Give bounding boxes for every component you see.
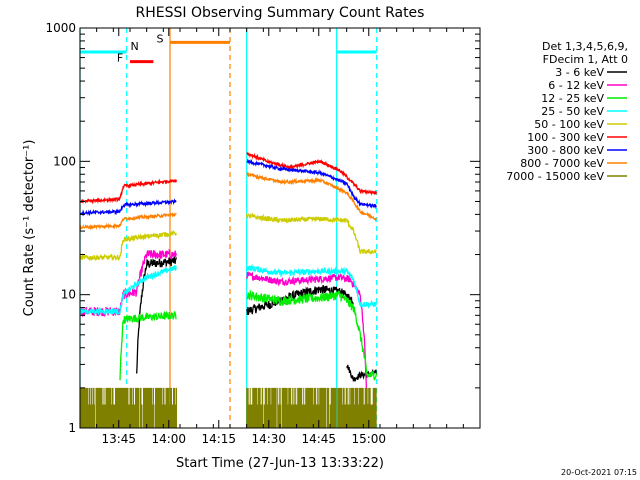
axis-ticks: 13:45 14:00 14:15 14:30 14:45 15:00 1 10 100 1000 — [45, 21, 481, 446]
x-tick-label: 15:00 — [351, 432, 386, 446]
legend-entry-label: 7000 - 15000 keV — [506, 170, 604, 183]
plot-frame — [79, 27, 481, 429]
series-line — [246, 158, 377, 210]
flag-label: S — [157, 32, 164, 45]
series-line — [79, 212, 177, 231]
y-tick-label: 10 — [61, 288, 76, 302]
series-line — [246, 285, 354, 316]
legend-header: Det 1,3,4,5,6,9, — [542, 40, 628, 53]
x-axis-label: Start Time (27-Jun-13 13:33:22) — [176, 456, 384, 471]
series-line — [79, 265, 177, 317]
x-tick-label: 13:45 — [101, 432, 136, 446]
series-line — [79, 178, 178, 205]
series-line — [79, 230, 178, 262]
series-7000-15000keV — [246, 387, 377, 428]
x-tick-label: 14:45 — [301, 432, 336, 446]
series-7000-15000keV — [79, 387, 177, 428]
flag-label: N — [131, 40, 139, 53]
flag-label: F — [117, 52, 123, 65]
legend-header: FDecim 1, Att 0 — [543, 53, 628, 66]
x-tick-label: 14:30 — [251, 432, 286, 446]
legend-entry-label: 300 - 800 keV — [527, 144, 604, 157]
legend: Det 1,3,4,5,6,9,FDecim 1, Att 03 - 6 keV… — [506, 40, 628, 183]
series-line — [136, 256, 177, 374]
series-line — [246, 212, 377, 255]
series-layer — [79, 152, 377, 428]
x-tick-label: 14:00 — [151, 432, 186, 446]
legend-entry-label: 100 - 300 keV — [527, 131, 604, 144]
y-tick-label: 1000 — [45, 21, 76, 35]
series-line — [79, 198, 177, 217]
legend-entry-label: 800 - 7000 keV — [520, 157, 604, 170]
series-line — [79, 248, 178, 318]
legend-entry-label: 6 - 12 keV — [548, 79, 604, 92]
legend-entry-label: 25 - 50 keV — [541, 105, 604, 118]
legend-entry-label: 50 - 100 keV — [534, 118, 604, 131]
y-tick-label: 1 — [68, 421, 76, 435]
y-axis-label: Count Rate (s⁻¹ detector⁻¹) — [22, 140, 37, 317]
y-tick-label: 100 — [53, 154, 76, 168]
series-line — [246, 263, 377, 309]
x-tick-label: 14:15 — [201, 432, 236, 446]
series-line — [246, 289, 377, 381]
series-line — [246, 152, 377, 196]
series-line — [119, 310, 177, 381]
legend-entry-label: 3 - 6 keV — [555, 66, 604, 79]
flag-layer: NF S — [80, 32, 377, 65]
legend-entry-label: 12 - 25 keV — [541, 92, 604, 105]
series-line — [246, 171, 377, 222]
vertical-line-layer — [79, 28, 378, 428]
chart-title: RHESSI Observing Summary Count Rates — [136, 5, 425, 21]
timestamp: 20-Oct-2021 07:15 — [561, 468, 637, 477]
